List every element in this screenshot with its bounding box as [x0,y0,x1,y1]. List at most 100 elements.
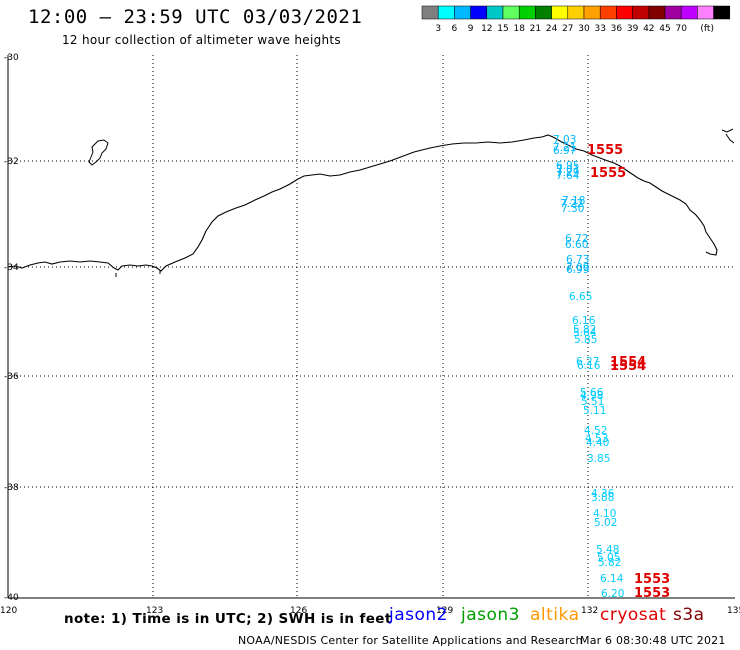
colorbar-swatch [486,5,504,20]
pass-time-label: 1555 [590,166,626,181]
colorbar-swatch [583,5,601,20]
colorbar-label: 30 [578,24,590,34]
colorbar-label: 24 [546,24,558,34]
wave-height-value: 7.22 [560,198,583,210]
colorbar-swatch [632,5,650,20]
colorbar-swatch [518,5,536,20]
colorbar-label: 45 [659,24,670,34]
colorbar-swatch [502,5,520,20]
wave-height-value: 7.18 [562,195,585,207]
units-note: note: 1) Time is in UTC; 2) SWH is in fe… [64,611,392,627]
pass-time-label: 1553 [634,572,670,587]
colorbar-label: 33 [594,24,605,34]
lat-label: -34 [4,263,19,273]
wave-height-value: 6.27 [576,356,599,368]
satellite-legend-jason3: jason3 [461,605,520,625]
colorbar-swatch [697,5,714,20]
colorbar-swatch [437,5,455,20]
colorbar-label: 36 [611,24,623,34]
satellite-legend-jason2: jason2 [389,605,448,625]
map-title: 12:00 – 23:59 UTC 03/03/2021 [28,6,363,28]
colorbar-swatch [713,5,731,20]
wave-height-value: 7.21 [553,142,576,154]
colorbar-swatch [648,5,666,20]
colorbar-label: 21 [530,24,541,34]
wave-height-value: 7.03 [553,134,576,146]
wave-height-value: 3.85 [587,453,610,465]
lat-label: -30 [4,53,19,63]
lon-label: 135 [727,606,740,616]
colorbar-swatch [454,5,471,20]
lat-label: -36 [4,372,19,382]
colorbar-swatch [599,5,617,20]
coast-ticks [115,270,161,277]
wave-height-value: 5.11 [583,405,606,417]
colorbar-swatch [421,5,439,20]
wave-height-value: 6.72 [565,233,588,245]
colorbar-label: 39 [627,24,639,34]
wave-height-value: 6.97 [553,145,576,157]
wave-height-value: 4.98 [580,390,603,402]
lat-label: -40 [4,593,19,603]
wave-height-value: 6.16 [577,360,601,372]
wave-height-value: 6.60 [565,239,588,251]
coastline-fragment [721,128,735,144]
pass-time-label: 1554 [610,355,646,370]
colorbar-swatch [680,5,698,20]
wave-height-value: 6.16 [572,315,596,327]
map-subtitle: 12 hour collection of altimeter wave hei… [62,33,341,47]
wave-height-value: 3.88 [591,492,614,504]
colorbar-swatch [664,5,682,20]
wave-height-value: 6.73 [566,254,589,266]
lat-label: -38 [4,483,19,493]
wave-height-value: 4.53 [585,433,608,445]
lon-label: 123 [146,606,163,616]
colorbar-swatch [567,5,585,20]
wave-height-value: 6.99 [566,264,589,276]
lon-label: 129 [436,606,453,616]
colorbar-swatch [535,5,552,20]
wave-height-value: 4.40 [586,437,609,449]
map-gridlines [8,55,735,598]
wave-height-value: 5.82 [598,557,621,569]
coastline [7,134,718,272]
wave-height-value: 5.64 [573,327,597,339]
pass-time-label: 1554 [610,359,646,374]
wave-height-value: 5.05 [597,552,620,564]
altimeter-track: 7.037.216.97 6.957.017.297.64 7.187.227.30… [553,134,624,600]
pass-time-label: 1555 [587,143,623,158]
lat-label: -32 [4,157,19,167]
colorbar-swatch [616,5,633,20]
colorbar-swatch [551,5,569,20]
colorbar-label: 70 [675,24,687,34]
wave-height-value: 7.30 [561,203,584,215]
island [88,139,109,166]
lon-label: 132 [581,606,598,616]
credit-agency: NOAA/NESDIS Center for Satellite Applica… [238,634,583,647]
wave-height-value: 6.95 [556,160,579,172]
credit-timestamp: Mar 6 08:30:48 UTC 2021 [580,634,726,647]
colorbar-swatch [470,5,488,20]
colorbar-label: 27 [562,24,573,34]
wave-height-value: 7.01 [556,164,579,176]
colorbar-label: 9 [468,24,474,34]
wave-height-value: 6.20 [601,588,624,600]
colorbar-label: 3 [435,24,441,34]
satellite-legend-s3a: s3a [673,605,705,625]
satellite-legend-cryosat: cryosat [600,605,667,625]
pass-time-label: 1553 [634,586,670,601]
wave-height-value: 6.14 [600,573,624,585]
lon-label: 126 [290,606,307,616]
wave-height-value: 5.02 [594,517,617,529]
wave-height-value: 7.29 [556,167,579,179]
axis-labels: -30 -32 -34 -36 -38 -40 120 123 126 129 … [0,53,740,616]
colorbar-label: (ft) [700,24,714,34]
wave-height-value: 5.66 [580,387,604,399]
colorbar-label: 12 [481,24,492,34]
wave-height-value: 7.09 [566,262,589,274]
color-legend: 3 6 9 12 15 18 21 24 27 30 33 36 39 42 45 70 (ft) [421,5,731,34]
wave-height-value: 4.52 [584,425,607,437]
wave-height-value: 7.64 [556,170,580,182]
